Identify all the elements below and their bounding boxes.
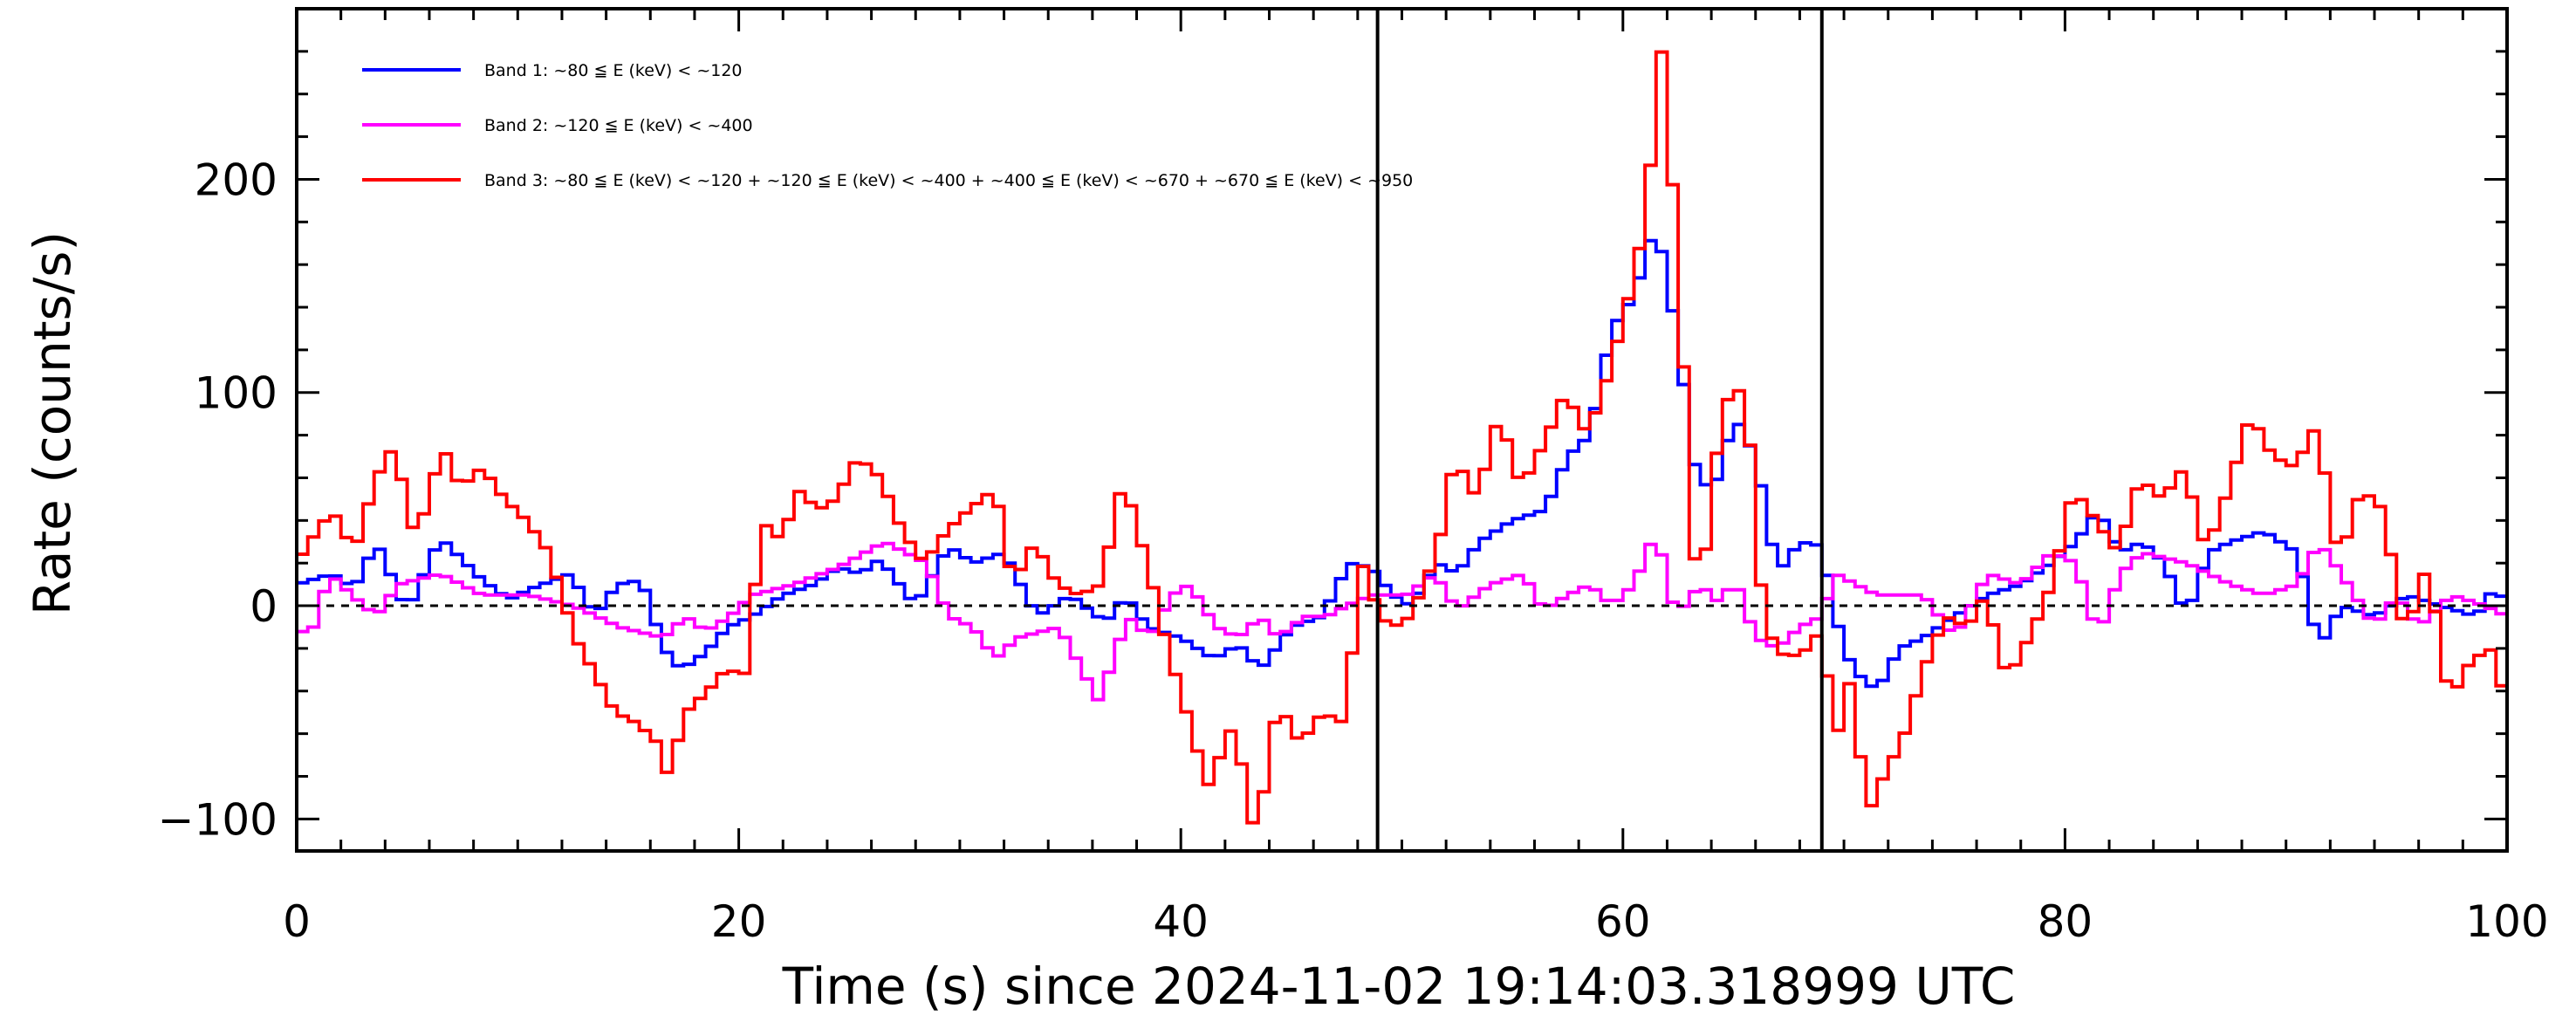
- x-tick-label: 100: [2465, 896, 2548, 947]
- x-tick-label: 20: [711, 896, 767, 947]
- x-axis-title: Time (s) since 2024-11-02 19:14:03.31899…: [782, 957, 2016, 1016]
- legend-label-band-3: Band 3: ~80 ≦ E (keV) < ~120 + ~120 ≦ E …: [484, 171, 1413, 190]
- series-band-2-line: [297, 541, 2507, 702]
- series-band-3-line: [297, 50, 2507, 825]
- x-tick-label: 0: [283, 896, 311, 947]
- y-tick-label: 100: [195, 368, 277, 419]
- y-tick-label: −100: [158, 794, 277, 845]
- x-tick-label: 40: [1153, 896, 1209, 947]
- data-layer: [297, 50, 2507, 825]
- legend-label-band-2: Band 2: ~120 ≦ E (keV) < ~400: [484, 116, 753, 135]
- y-tick-label: 0: [250, 581, 277, 632]
- legend: Band 1: ~80 ≦ E (keV) < ~120 Band 2: ~12…: [362, 61, 1413, 190]
- y-tick-label: 200: [195, 154, 277, 205]
- series-band-1-line: [297, 238, 2507, 689]
- y-axis-title: Rate (counts/s): [23, 231, 82, 615]
- x-tick-label: 60: [1595, 896, 1651, 947]
- legend-label-band-1: Band 1: ~80 ≦ E (keV) < ~120: [484, 61, 743, 80]
- x-tick-label: 80: [2038, 896, 2093, 947]
